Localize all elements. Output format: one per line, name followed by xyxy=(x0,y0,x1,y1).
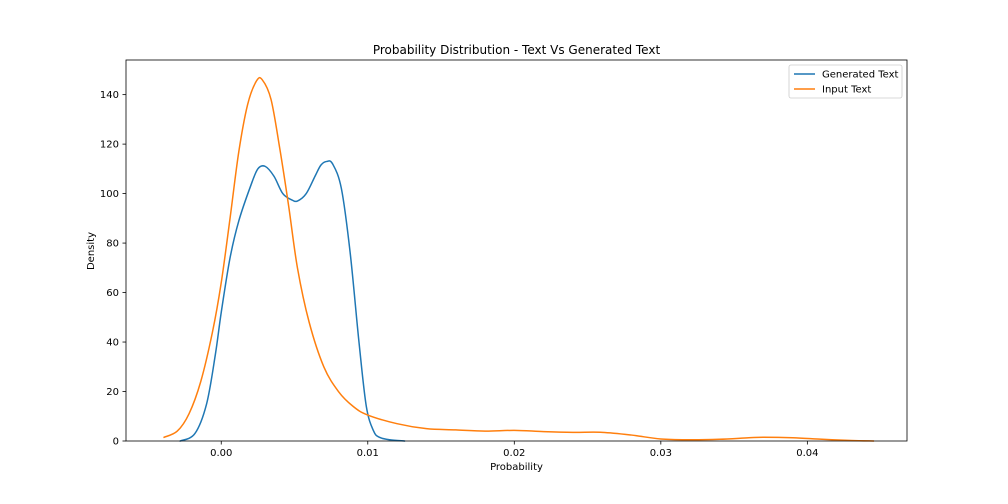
y-tick-label: 0 xyxy=(113,437,119,448)
x-axis-label: Probability xyxy=(490,462,543,473)
x-tick-label: 0.03 xyxy=(650,448,672,459)
plot-area xyxy=(126,60,907,441)
y-tick-label: 100 xyxy=(100,189,119,200)
legend-label: Generated Text xyxy=(822,70,899,81)
y-ticks: 0 20 40 60 80 100 120 140 xyxy=(100,90,126,448)
y-tick-label: 80 xyxy=(106,239,119,250)
x-tick-label: 0.00 xyxy=(210,448,232,459)
legend-label: Input Text xyxy=(822,85,871,96)
series-line-generated-text xyxy=(179,160,406,443)
plot-frame xyxy=(125,59,908,442)
x-ticks: 0.00 0.01 0.02 0.03 0.04 xyxy=(210,441,818,459)
legend-items: Generated Text Input Text xyxy=(794,70,899,96)
y-axis-label: Density xyxy=(86,232,97,270)
chart-title: Probability Distribution - Text Vs Gener… xyxy=(373,43,661,57)
y-tick-label: 140 xyxy=(100,90,119,101)
legend: Generated Text Input Text xyxy=(788,64,903,99)
series-line-input-text xyxy=(163,76,875,442)
y-tick-label: 60 xyxy=(106,288,119,299)
series-layer xyxy=(163,76,875,443)
legend-box xyxy=(788,64,903,99)
x-tick-label: 0.02 xyxy=(503,448,525,459)
x-tick-label: 0.01 xyxy=(357,448,379,459)
y-tick-label: 20 xyxy=(106,387,119,398)
y-tick-label: 40 xyxy=(106,338,119,349)
y-tick-label: 120 xyxy=(100,140,119,151)
x-tick-label: 0.04 xyxy=(796,448,818,459)
